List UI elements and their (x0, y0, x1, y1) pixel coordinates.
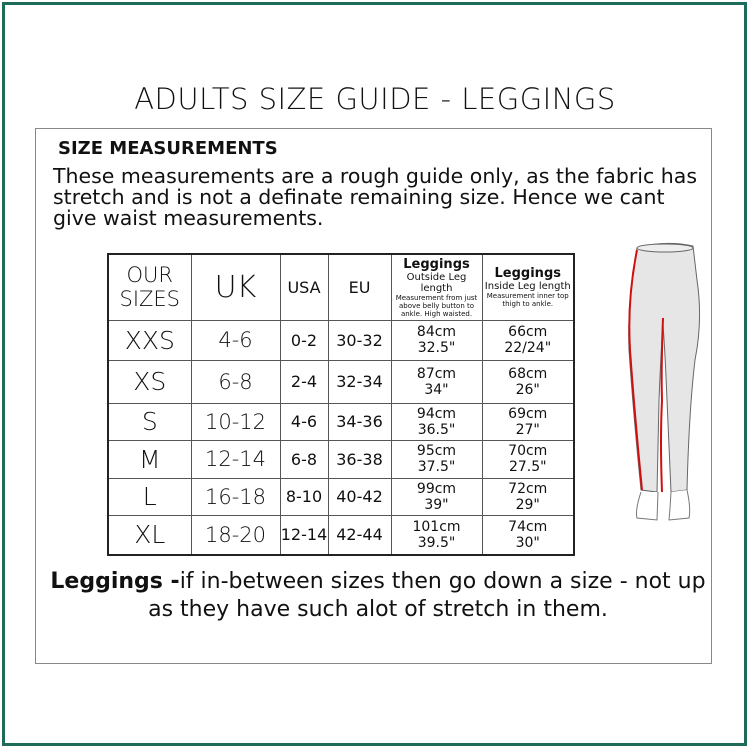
inside-leg-cell: 74cm 30" (481, 514, 575, 556)
inch-value: 36.5" (417, 421, 456, 438)
header-note: Measurement from just above belly button… (395, 293, 478, 318)
cm-value: 94cm (416, 405, 457, 422)
header-eu: EU (327, 253, 392, 321)
header-text: SIZES (119, 287, 180, 312)
table-row: XL 18-20 12-14 42-44 101cm 39.5" 74cm 30" (107, 514, 575, 556)
cm-value: 70cm (508, 443, 548, 459)
uk-cell: 6-8 (190, 359, 281, 404)
inside-leg-cell: 69cm 27" (481, 402, 575, 441)
cm-value: 72cm (508, 480, 548, 497)
inch-value: 30" (515, 534, 540, 551)
table-row: S 10-12 4-6 34-36 94cm 36.5" 69cm 27" (107, 402, 575, 441)
header-outside-leg: Leggings Outside Leg length Measurement fr… (390, 253, 483, 321)
usa-cell: 8-10 (279, 477, 329, 516)
size-cell: S (107, 402, 192, 441)
cm-value: 66cm (508, 324, 548, 340)
header-usa: USA (279, 253, 329, 321)
usa-cell: 4-6 (279, 402, 329, 441)
uk-cell: 16-18 (190, 477, 281, 516)
cm-value: 99cm (416, 480, 457, 497)
header-text: Leggings (494, 266, 561, 282)
inside-leg-cell: 66cm 22/24" (481, 319, 575, 361)
cm-value: 68cm (508, 365, 548, 382)
size-table: OUR SIZES UK USA EU Leggings Outside Leg l… (107, 253, 575, 556)
usa-cell: 6-8 (279, 439, 329, 479)
size-cell: XL (107, 514, 192, 556)
size-cell: XS (107, 359, 192, 404)
table-row: XXS 4-6 0-2 30-32 84cm 32.5" 66cm 22/24" (107, 319, 575, 361)
table-row: XS 6-8 2-4 32-34 87cm 34" 68cm 26" (107, 359, 575, 404)
inch-value: 27.5" (508, 459, 547, 475)
inch-value: 34" (424, 381, 449, 398)
inch-value: 32.5" (417, 340, 456, 356)
cm-value: 87cm (416, 365, 457, 382)
uk-cell: 4-6 (190, 319, 281, 361)
header-text: Leggings (403, 256, 470, 272)
usa-cell: 0-2 (279, 319, 329, 361)
inch-value: 39.5" (417, 534, 456, 551)
eu-cell: 30-32 (327, 319, 392, 361)
header-text: Inside Leg length (484, 281, 571, 293)
size-cell: M (107, 439, 192, 479)
sizing-note: Leggings -if in-between sizes then go do… (48, 568, 708, 624)
outside-leg-cell: 95cm 37.5" (390, 439, 483, 479)
content-box (35, 128, 712, 664)
inside-leg-cell: 72cm 29" (481, 477, 575, 516)
outside-leg-cell: 94cm 36.5" (390, 402, 483, 441)
inside-leg-cell: 70cm 27.5" (481, 439, 575, 479)
cm-value: 101cm (412, 518, 461, 535)
outside-leg-cell: 84cm 32.5" (390, 319, 483, 361)
inch-value: 27" (515, 421, 540, 438)
outside-leg-cell: 99cm 39" (390, 477, 483, 516)
uk-cell: 18-20 (190, 514, 281, 556)
inch-value: 29" (515, 496, 540, 513)
usa-cell: 12-14 (279, 514, 329, 556)
cm-value: 69cm (508, 405, 548, 422)
leggings-illustration (628, 242, 701, 521)
inch-value: 37.5" (417, 459, 456, 475)
eu-cell: 34-36 (327, 402, 392, 441)
inch-value: 22/24" (504, 340, 552, 356)
eu-cell: 42-44 (327, 514, 392, 556)
page-title: ADULTS SIZE GUIDE - LEGGINGS (134, 82, 616, 116)
header-text: Outside Leg length (406, 271, 467, 294)
outside-leg-cell: 101cm 39.5" (390, 514, 483, 556)
eu-cell: 32-34 (327, 359, 392, 404)
inside-leg-cell: 68cm 26" (481, 359, 575, 404)
header-uk: UK (190, 253, 281, 321)
size-cell: XXS (107, 319, 192, 361)
note-bold: Leggings - (50, 569, 180, 594)
header-note: Measurement inner top thigh to ankle. (486, 292, 569, 309)
table-row: L 16-18 8-10 40-42 99cm 39" 72cm 29" (107, 477, 575, 516)
cm-value: 74cm (508, 518, 548, 535)
section-heading: SIZE MEASUREMENTS (58, 138, 278, 159)
inch-value: 26" (515, 381, 540, 398)
cm-value: 95cm (416, 443, 457, 459)
inch-value: 39" (424, 496, 449, 513)
table-header-row: OUR SIZES UK USA EU Leggings Outside Leg l… (107, 253, 575, 321)
table-row: M 12-14 6-8 36-38 95cm 37.5" 70cm 27.5" (107, 439, 575, 479)
cm-value: 84cm (416, 324, 457, 340)
header-text: OUR (126, 263, 174, 288)
eu-cell: 36-38 (327, 439, 392, 479)
size-cell: L (107, 477, 192, 516)
outside-leg-cell: 87cm 34" (390, 359, 483, 404)
uk-cell: 12-14 (190, 439, 281, 479)
note-text: if in-between sizes then go down a size … (148, 569, 706, 622)
header-inside-leg: Leggings Inside Leg length Measurement inn… (481, 253, 575, 321)
uk-cell: 10-12 (190, 402, 281, 441)
header-our-sizes: OUR SIZES (107, 253, 192, 321)
intro-text: These measurements are a rough guide onl… (53, 164, 698, 230)
usa-cell: 2-4 (279, 359, 329, 404)
eu-cell: 40-42 (327, 477, 392, 516)
